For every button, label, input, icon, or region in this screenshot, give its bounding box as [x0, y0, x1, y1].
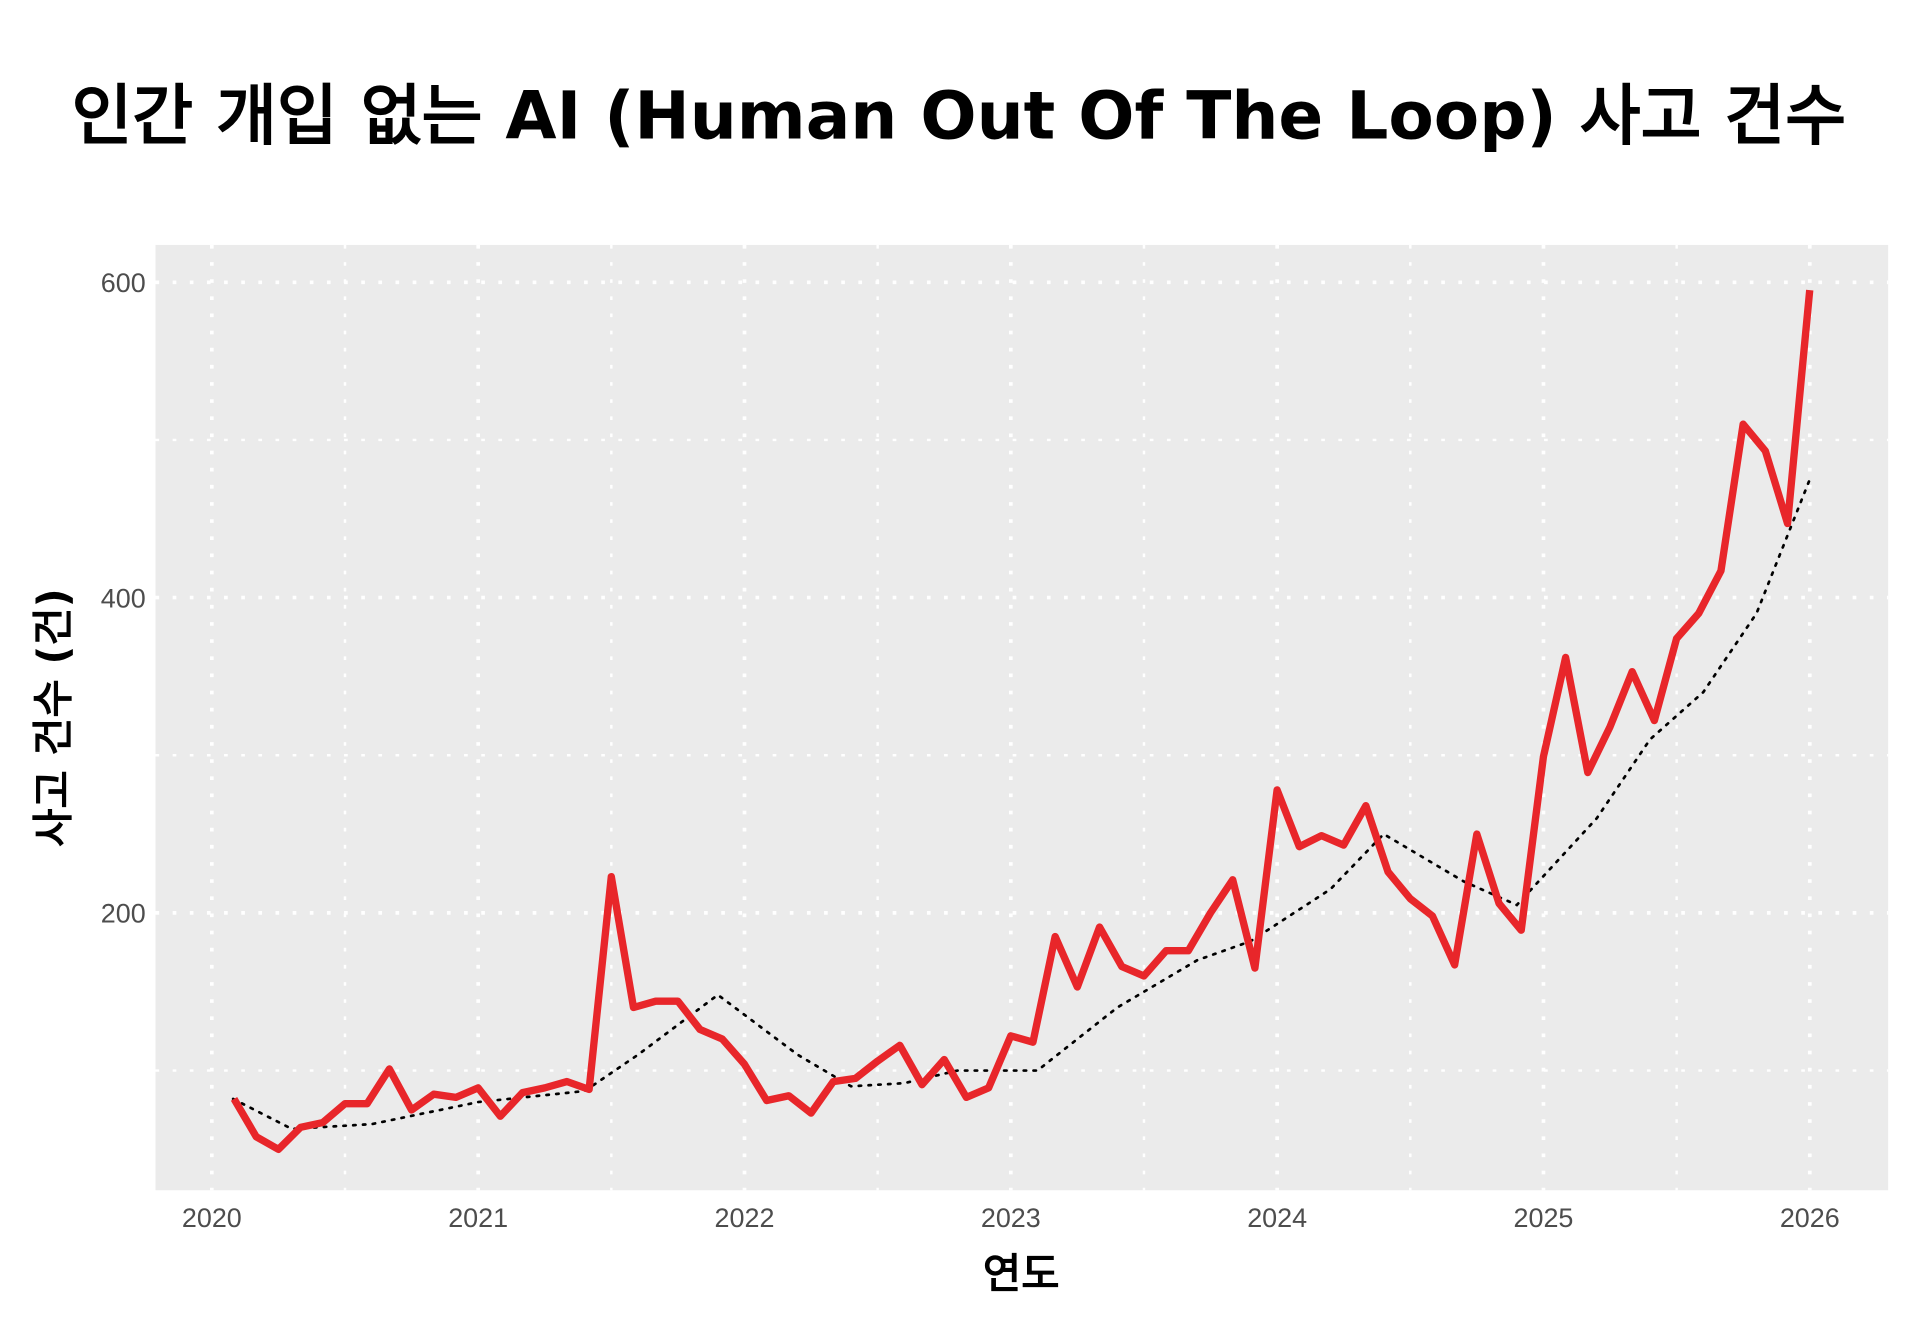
x-tick-label: 2024 — [1247, 1203, 1307, 1233]
y-axis-label: 사고 건수 (건) — [28, 588, 77, 847]
x-axis-label: 연도 — [983, 1249, 1060, 1298]
y-tick-label: 200 — [101, 899, 146, 929]
x-axis-ticks: 2020 2021 2022 2023 2024 2025 2026 — [182, 1203, 1840, 1233]
y-tick-label: 400 — [101, 583, 146, 613]
x-tick-label: 2021 — [448, 1203, 508, 1233]
x-tick-label: 2022 — [715, 1203, 775, 1233]
x-tick-label: 2026 — [1780, 1203, 1840, 1233]
x-tick-label: 2020 — [182, 1203, 242, 1233]
chart-title: 인간 개입 없는 AI (Human Out Of The Loop) 사고 건… — [71, 77, 1846, 154]
plot-panel — [155, 244, 1889, 1191]
x-tick-label: 2023 — [981, 1203, 1041, 1233]
x-tick-label: 2025 — [1514, 1203, 1574, 1233]
series-lines — [230, 289, 1814, 1154]
y-tick-label: 600 — [101, 268, 146, 298]
incident-count-line — [230, 289, 1814, 1154]
y-axis-ticks: 200 400 600 — [101, 268, 146, 929]
grid — [155, 244, 1889, 1191]
trend-line — [231, 477, 1812, 1131]
